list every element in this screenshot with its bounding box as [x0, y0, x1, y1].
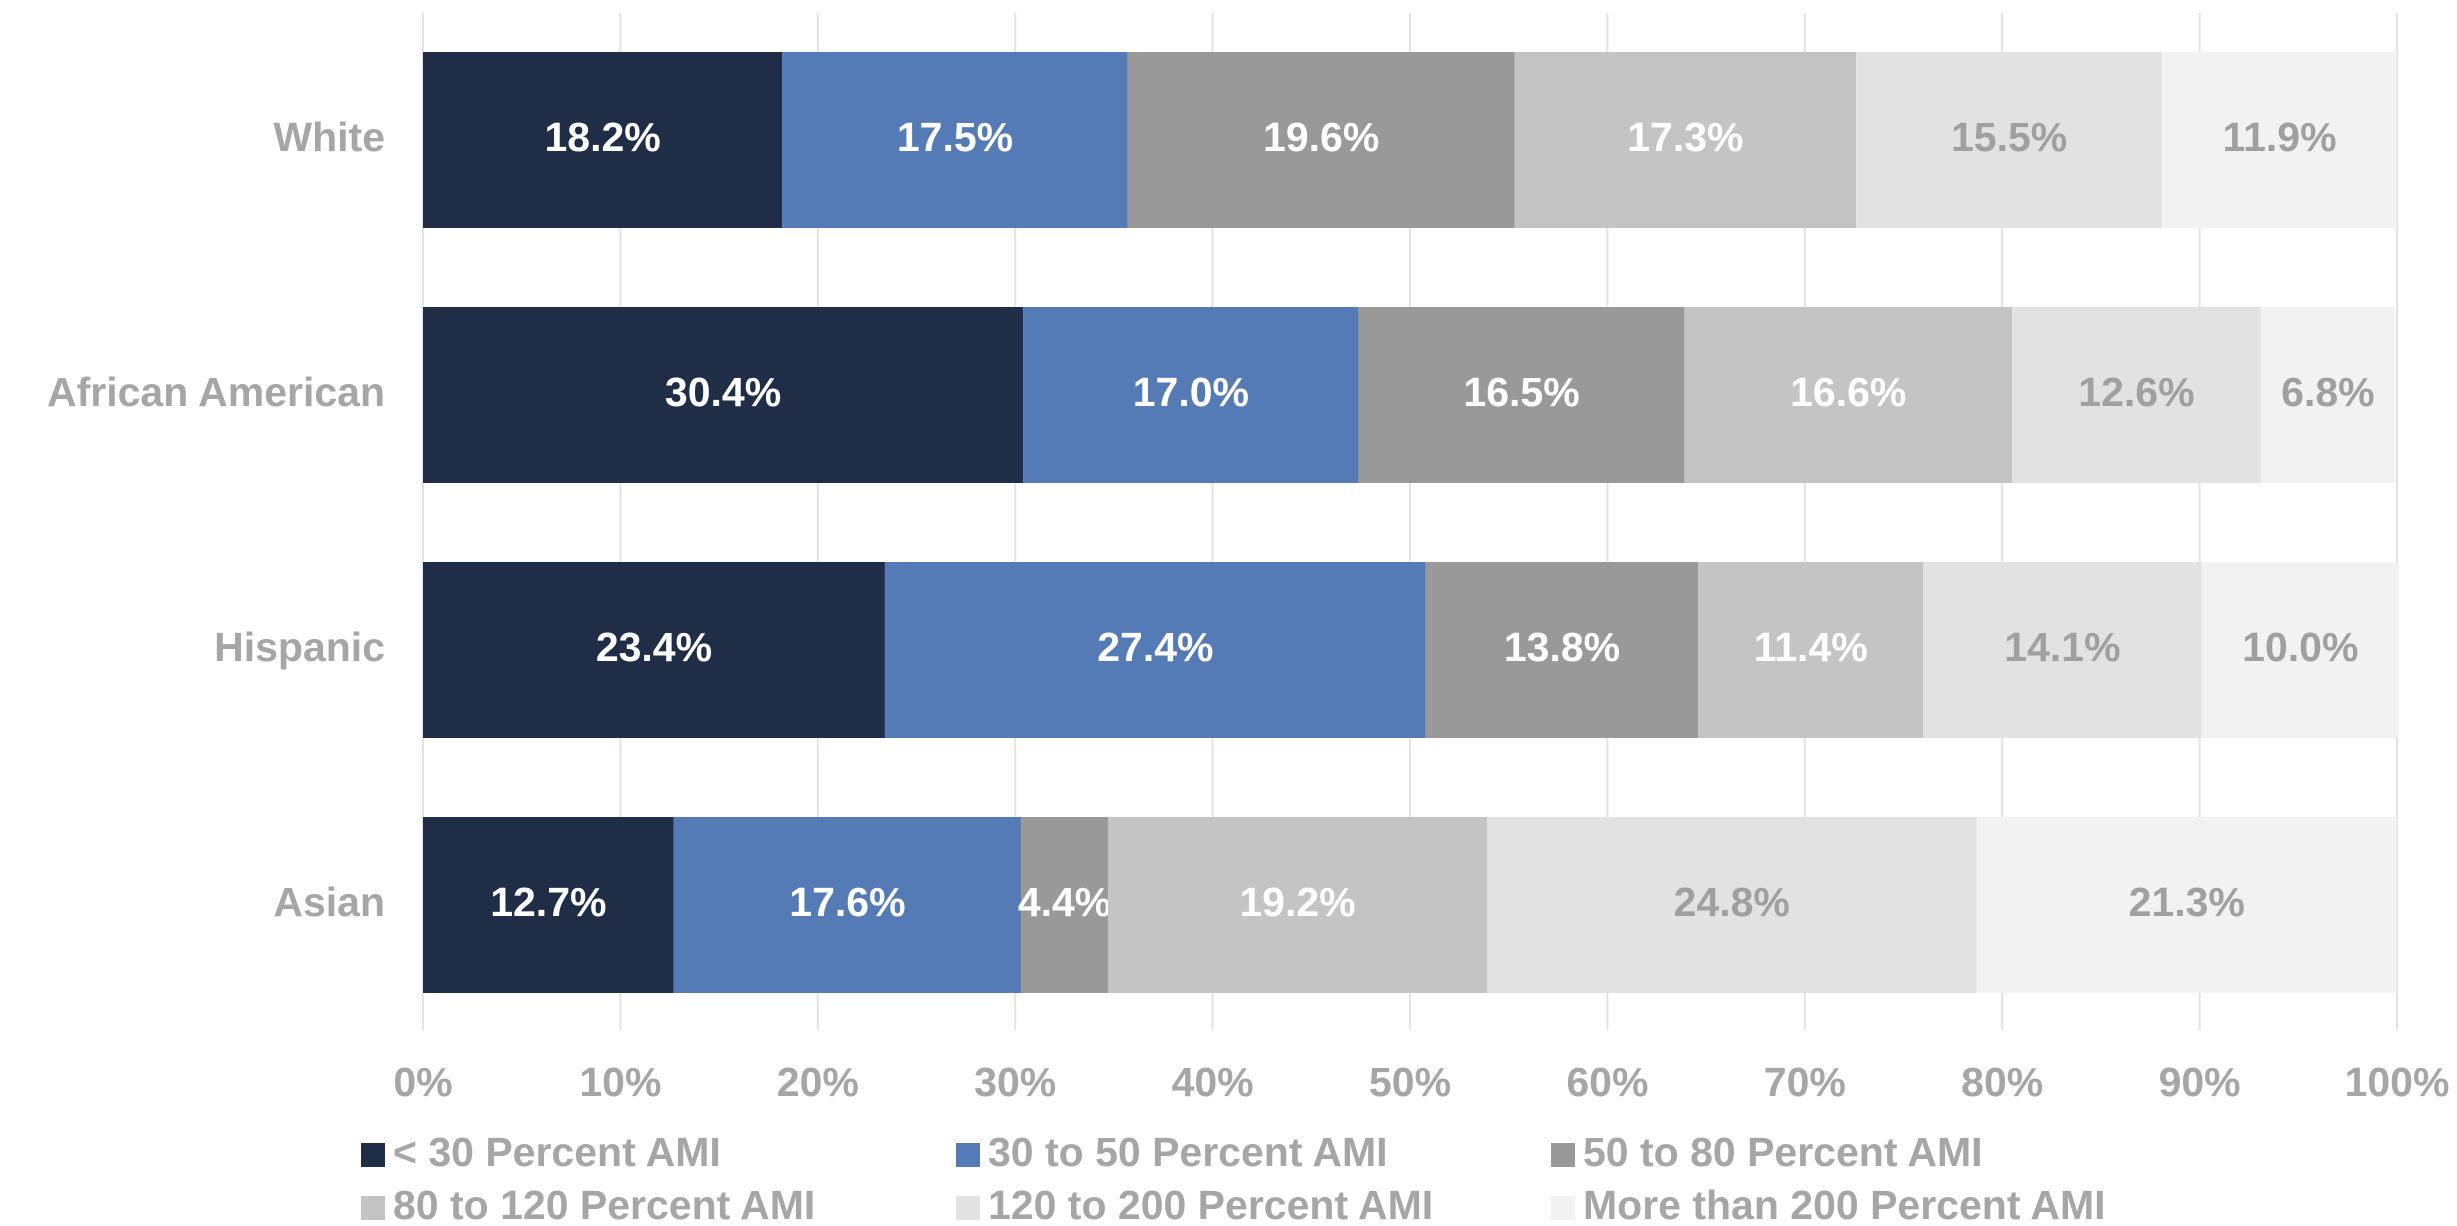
bar-segment — [1021, 817, 1108, 993]
bar-segment — [1486, 817, 1977, 993]
bar-segment — [1023, 307, 1359, 483]
data-label: 11.4% — [1754, 624, 1868, 670]
x-tick-label: 40% — [1172, 1059, 1254, 1105]
data-label: 18.2% — [545, 114, 661, 160]
bar-segment — [423, 52, 783, 228]
data-label: 24.8% — [1674, 879, 1790, 925]
legend-swatch — [361, 1196, 385, 1220]
data-label: 19.6% — [1263, 114, 1379, 160]
bar-segment — [423, 562, 885, 738]
x-tick-label: 0% — [393, 1059, 452, 1105]
data-label: 4.4% — [1018, 879, 1111, 925]
bar-segment — [782, 52, 1128, 228]
category-label: African American — [47, 369, 385, 415]
x-tick-label: 10% — [579, 1059, 661, 1105]
x-tick-label: 100% — [2345, 1059, 2450, 1105]
bar-segment — [2162, 52, 2397, 228]
data-label: 11.9% — [2223, 114, 2337, 160]
bar-segment — [423, 817, 674, 993]
bar-segment — [1856, 52, 2163, 228]
x-tick-label: 70% — [1764, 1059, 1846, 1105]
bar-segment — [1976, 817, 2397, 993]
legend-label: More than 200 Percent AMI — [1583, 1182, 2106, 1226]
x-tick-label: 20% — [777, 1059, 859, 1105]
bar-segment — [1514, 52, 1857, 228]
x-tick-label: 60% — [1566, 1059, 1648, 1105]
legend-label: 80 to 120 Percent AMI — [393, 1182, 815, 1226]
legend-label: 30 to 50 Percent AMI — [988, 1129, 1388, 1175]
data-label: 12.6% — [2078, 369, 2194, 415]
legend-swatch — [361, 1143, 385, 1167]
legend-label: 50 to 80 Percent AMI — [1583, 1129, 1983, 1175]
category-label: Asian — [273, 879, 385, 925]
bar-segment — [423, 307, 1024, 483]
category-label: White — [273, 114, 385, 160]
bar-segment — [2201, 562, 2399, 738]
bar-segment — [884, 562, 1426, 738]
bar-segment — [2260, 307, 2396, 483]
legend-label: < 30 Percent AMI — [393, 1129, 721, 1175]
legend-swatch — [1551, 1196, 1575, 1220]
data-label: 15.5% — [1951, 114, 2067, 160]
legend-swatch — [1551, 1143, 1575, 1167]
data-label: 30.4% — [665, 369, 781, 415]
x-tick-label: 30% — [974, 1059, 1056, 1105]
bar-segment — [1923, 562, 2202, 738]
data-label: 6.8% — [2281, 369, 2374, 415]
bar-segment — [1425, 562, 1699, 738]
data-label: 16.6% — [1790, 369, 1906, 415]
bar-segment — [2012, 307, 2261, 483]
data-label: 13.8% — [1504, 624, 1620, 670]
data-label: 17.0% — [1133, 369, 1249, 415]
data-label: 21.3% — [2129, 879, 2245, 925]
data-label: 10.0% — [2242, 624, 2358, 670]
bar-segment — [1358, 307, 1685, 483]
data-label: 12.7% — [490, 879, 606, 925]
legend-swatch — [956, 1143, 980, 1167]
data-label: 17.3% — [1627, 114, 1743, 160]
data-label: 14.1% — [2004, 624, 2120, 670]
bar-segment — [1127, 52, 1515, 228]
data-label: 23.4% — [596, 624, 712, 670]
bar-segment — [1684, 307, 2013, 483]
data-label: 17.5% — [897, 114, 1013, 160]
data-label: 27.4% — [1097, 624, 1213, 670]
bar-segment — [1698, 562, 1924, 738]
x-tick-label: 50% — [1369, 1059, 1451, 1105]
x-tick-label: 90% — [2159, 1059, 2241, 1105]
category-label: Hispanic — [214, 624, 385, 670]
legend-swatch — [956, 1196, 980, 1220]
bar-segment — [673, 817, 1022, 993]
x-tick-label: 80% — [1961, 1059, 2043, 1105]
bar-segment — [1107, 817, 1487, 993]
data-label: 19.2% — [1239, 879, 1355, 925]
legend-label: 120 to 200 Percent AMI — [988, 1182, 1433, 1226]
data-label: 16.5% — [1463, 369, 1579, 415]
data-label: 17.6% — [789, 879, 905, 925]
